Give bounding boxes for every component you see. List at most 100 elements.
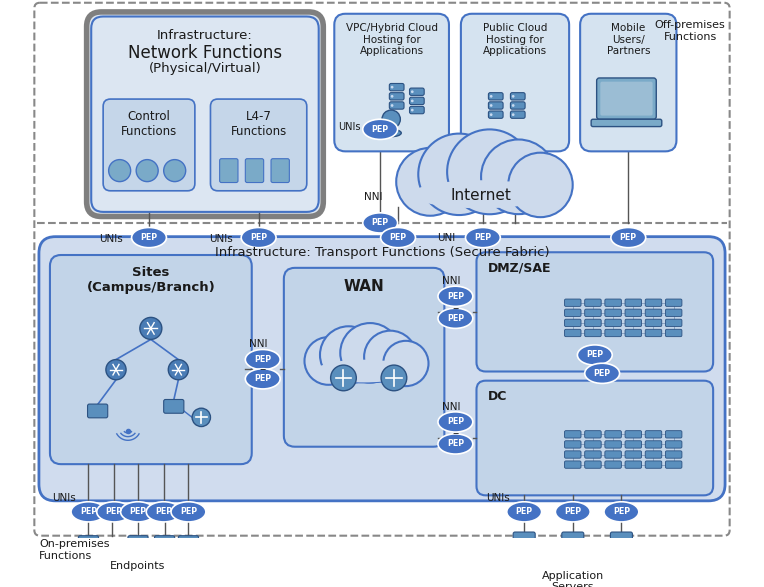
Text: NNI: NNI [442, 276, 460, 286]
FancyBboxPatch shape [88, 404, 108, 418]
Ellipse shape [555, 502, 591, 522]
FancyBboxPatch shape [584, 441, 601, 448]
Circle shape [136, 160, 158, 181]
FancyBboxPatch shape [163, 400, 184, 413]
Text: PEP: PEP [371, 125, 389, 134]
Ellipse shape [578, 345, 612, 365]
Circle shape [108, 160, 131, 181]
Text: (Physical/Virtual): (Physical/Virtual) [148, 62, 261, 75]
FancyBboxPatch shape [665, 451, 682, 458]
Circle shape [447, 129, 532, 214]
FancyBboxPatch shape [605, 441, 621, 448]
FancyBboxPatch shape [91, 16, 319, 212]
FancyBboxPatch shape [154, 536, 175, 551]
Circle shape [512, 95, 514, 97]
FancyBboxPatch shape [584, 451, 601, 458]
FancyBboxPatch shape [665, 299, 682, 306]
FancyBboxPatch shape [605, 299, 621, 306]
Text: NNI: NNI [364, 192, 383, 202]
Text: PEP: PEP [254, 355, 271, 364]
Text: Infrastructure:: Infrastructure: [157, 29, 253, 42]
Circle shape [390, 104, 393, 107]
Ellipse shape [313, 355, 415, 382]
FancyBboxPatch shape [580, 14, 676, 151]
Circle shape [163, 160, 186, 181]
Text: PEP: PEP [254, 375, 271, 383]
Ellipse shape [584, 363, 620, 383]
Circle shape [192, 408, 210, 427]
Ellipse shape [409, 174, 553, 208]
FancyBboxPatch shape [605, 319, 621, 326]
FancyBboxPatch shape [613, 546, 630, 555]
Text: Application
Servers: Application Servers [542, 571, 604, 587]
FancyBboxPatch shape [410, 106, 424, 114]
FancyBboxPatch shape [565, 461, 581, 468]
FancyBboxPatch shape [605, 329, 621, 337]
FancyBboxPatch shape [178, 536, 199, 551]
FancyBboxPatch shape [516, 546, 533, 555]
Ellipse shape [245, 369, 280, 389]
Circle shape [340, 323, 400, 383]
Circle shape [397, 148, 464, 216]
Ellipse shape [363, 119, 397, 140]
FancyBboxPatch shape [605, 461, 621, 468]
FancyBboxPatch shape [39, 237, 725, 501]
Text: UNIs: UNIs [338, 122, 361, 132]
FancyBboxPatch shape [488, 102, 503, 109]
Circle shape [305, 337, 352, 385]
FancyBboxPatch shape [665, 309, 682, 316]
FancyBboxPatch shape [565, 451, 581, 458]
FancyBboxPatch shape [488, 111, 503, 119]
FancyBboxPatch shape [584, 461, 601, 468]
FancyBboxPatch shape [335, 14, 449, 151]
FancyBboxPatch shape [284, 268, 445, 447]
Ellipse shape [121, 502, 155, 522]
FancyBboxPatch shape [477, 252, 713, 372]
FancyBboxPatch shape [584, 431, 601, 438]
FancyBboxPatch shape [610, 532, 633, 571]
FancyBboxPatch shape [565, 319, 581, 326]
Ellipse shape [611, 228, 646, 248]
Circle shape [140, 318, 162, 339]
FancyBboxPatch shape [601, 82, 652, 116]
FancyBboxPatch shape [605, 431, 621, 438]
Text: DC: DC [487, 390, 507, 403]
Text: NNI: NNI [249, 339, 267, 349]
FancyBboxPatch shape [410, 88, 424, 96]
Text: PEP: PEP [474, 233, 491, 242]
Ellipse shape [438, 412, 473, 432]
Text: PEP: PEP [80, 507, 97, 517]
FancyBboxPatch shape [584, 329, 601, 337]
Ellipse shape [241, 228, 276, 248]
Text: Public Cloud
Hosting for
Applications: Public Cloud Hosting for Applications [483, 23, 547, 56]
FancyBboxPatch shape [625, 431, 642, 438]
Text: Network Functions: Network Functions [128, 44, 282, 62]
Text: WAN: WAN [344, 279, 384, 294]
Circle shape [566, 549, 568, 552]
FancyBboxPatch shape [565, 309, 581, 316]
FancyBboxPatch shape [646, 329, 662, 337]
Circle shape [481, 140, 555, 214]
FancyBboxPatch shape [461, 14, 569, 151]
Ellipse shape [438, 308, 473, 328]
Text: PEP: PEP [620, 233, 637, 242]
Circle shape [411, 109, 413, 112]
FancyBboxPatch shape [665, 461, 682, 468]
Circle shape [168, 360, 189, 380]
Text: PEP: PEP [516, 507, 533, 517]
FancyBboxPatch shape [79, 536, 99, 551]
FancyBboxPatch shape [565, 329, 581, 337]
Text: PEP: PEP [250, 233, 267, 242]
FancyBboxPatch shape [271, 158, 290, 183]
FancyBboxPatch shape [646, 319, 662, 326]
Ellipse shape [465, 228, 500, 248]
FancyBboxPatch shape [584, 309, 601, 316]
FancyBboxPatch shape [646, 441, 662, 448]
FancyBboxPatch shape [605, 451, 621, 458]
FancyBboxPatch shape [510, 93, 525, 100]
Circle shape [490, 95, 493, 97]
Circle shape [411, 100, 413, 102]
Circle shape [320, 326, 377, 383]
Text: PEP: PEP [141, 233, 157, 242]
FancyBboxPatch shape [565, 299, 581, 306]
